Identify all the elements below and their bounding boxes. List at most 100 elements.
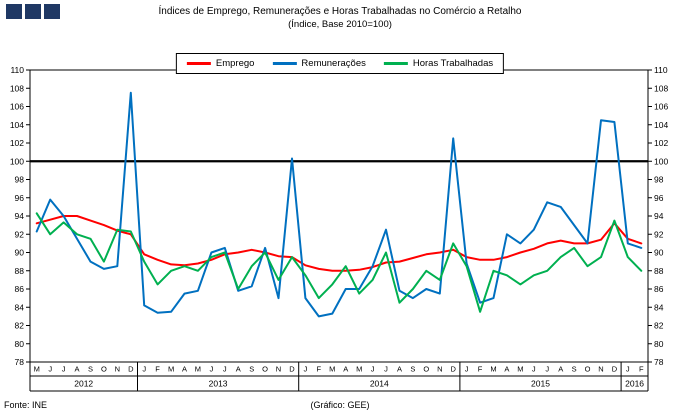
y-axis-label-left: 106 [10,102,24,112]
y-axis-label-right: 110 [654,65,668,75]
month-label: M [34,365,40,374]
month-label: J [371,365,375,374]
y-axis-label-right: 86 [654,284,664,294]
legend-label-emprego: Emprego [215,58,255,69]
month-label: O [101,365,107,374]
logo-square [6,4,22,19]
year-label: 2014 [370,379,389,389]
chart-title: Índices de Emprego, Remunerações e Horas… [158,6,522,17]
legend-item-horas: Horas Trabalhadas [383,58,494,69]
month-label: D [612,365,618,374]
month-label: N [276,365,281,374]
logo-square [44,4,60,19]
month-label: M [356,365,362,374]
legend-label-horas: Horas Trabalhadas [412,58,494,69]
year-label: 2013 [209,379,228,389]
month-label: F [317,365,322,374]
month-label: J [545,365,549,374]
month-label: N [437,365,442,374]
month-label: J [142,365,146,374]
month-label: M [195,365,201,374]
month-label: A [74,365,79,374]
month-label: J [304,365,308,374]
month-label: O [262,365,268,374]
month-label: F [639,365,644,374]
month-label: D [450,365,456,374]
y-axis-label-right: 82 [654,321,664,331]
plot-frame [29,69,649,363]
year-label: 2012 [74,379,93,389]
legend-swatch-emprego [186,62,211,65]
month-label: A [182,365,187,374]
credit-note: (Gráfico: GEE) [310,400,370,410]
y-axis-label-left: 108 [10,83,24,93]
month-label: S [410,365,415,374]
series-line-emprego [35,215,643,272]
logo-square [25,4,41,19]
y-axis-label-left: 82 [15,321,25,331]
month-label: J [384,365,388,374]
month-label: J [532,365,536,374]
series-line-horas-trabalhadas [35,212,643,313]
y-axis-label-right: 96 [654,193,664,203]
legend-swatch-horas [383,62,408,65]
month-label: J [465,365,469,374]
y-axis-label-left: 92 [15,229,25,239]
y-axis-label-right: 108 [654,83,668,93]
month-label: D [289,365,295,374]
month-label: N [598,365,603,374]
month-label: S [572,365,577,374]
y-axis-label-right: 98 [654,175,664,185]
logo-squares [6,4,60,19]
month-label: A [397,365,402,374]
year-label: 2016 [625,379,644,389]
month-label: M [329,365,335,374]
month-label: O [585,365,591,374]
legend-item-emprego: Emprego [186,58,255,69]
y-axis-label-left: 102 [10,138,24,148]
y-axis-label-right: 100 [654,156,668,166]
y-axis-label-left: 110 [10,65,24,75]
month-label: S [88,365,93,374]
y-axis-label-left: 80 [15,339,25,349]
year-label: 2015 [531,379,550,389]
month-label: F [478,365,483,374]
y-axis-label-left: 104 [10,120,24,130]
month-label: J [62,365,66,374]
y-axis-label-left: 86 [15,284,25,294]
y-axis-label-right: 106 [654,102,668,112]
legend-swatch-remuneracoes [272,62,297,65]
month-label: S [249,365,254,374]
month-label: O [423,365,429,374]
month-label: M [168,365,174,374]
y-axis-label-right: 104 [654,120,668,130]
month-label: J [48,365,52,374]
y-axis-label-right: 78 [654,357,664,367]
y-axis-label-right: 102 [654,138,668,148]
chart-subtitle: (Índice, Base 2010=100) [288,19,392,30]
month-label: M [490,365,496,374]
month-label: J [223,365,227,374]
month-label: A [558,365,563,374]
month-label: J [210,365,214,374]
y-axis-label-right: 80 [654,339,664,349]
legend-item-remuneracoes: Remunerações [272,58,366,69]
month-label: J [626,365,630,374]
y-axis-label-right: 88 [654,266,664,276]
month-label: A [236,365,241,374]
y-axis-label-left: 94 [15,211,25,221]
y-axis-label-right: 92 [654,229,664,239]
legend-label-remuneracoes: Remunerações [301,58,366,69]
y-axis-label-right: 84 [654,302,664,312]
month-label: A [343,365,348,374]
y-axis-label-left: 84 [15,302,25,312]
y-axis-label-left: 100 [10,156,24,166]
month-label: F [155,365,160,374]
y-axis-label-right: 94 [654,211,664,221]
y-axis-label-right: 90 [654,248,664,258]
y-axis-label-left: 90 [15,248,25,258]
y-axis-label-left: 96 [15,193,25,203]
month-label: D [128,365,134,374]
source-note: Fonte: INE [4,400,48,410]
